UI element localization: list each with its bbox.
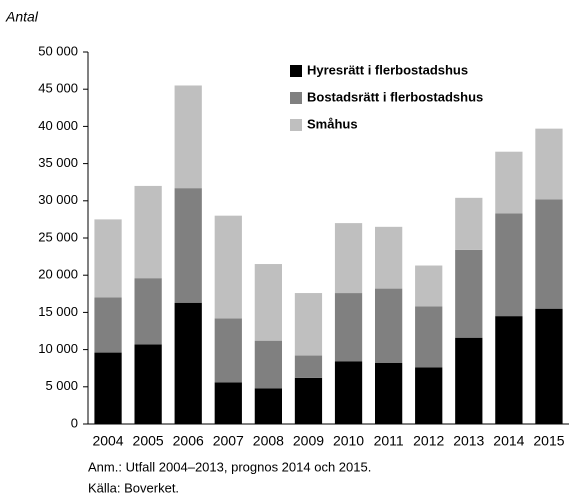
bar-segment [495,151,523,214]
bar-segment [134,185,162,279]
bar-segment [214,215,242,319]
bar-segment [374,362,403,424]
x-tick-label: 2009 [293,433,324,449]
bar-segment [334,223,363,294]
x-tick-label: 2005 [133,433,164,449]
note: Anm.: Utfall 2004–2013, prognos 2014 och… [88,459,371,474]
legend-swatch [290,119,302,131]
bar-segment [94,352,122,424]
x-tick-label: 2015 [533,433,564,449]
x-tick-label: 2012 [413,433,444,449]
y-tick-label: 40 000 [38,118,78,133]
bar-segment [254,388,283,424]
y-tick-label: 50 000 [38,43,78,58]
bar-segment [254,340,283,389]
y-axis-label: Antal [5,9,39,25]
bar-segment [495,316,523,424]
x-tick-label: 2008 [253,433,284,449]
bar-segment [214,318,242,383]
bar-segment [455,197,483,250]
note: Källa: Boverket. [88,480,179,495]
legend-swatch [290,92,302,104]
y-tick-label: 15 000 [38,304,78,319]
bar-segment [415,306,443,368]
y-tick-label: 20 000 [38,267,78,282]
x-tick-label: 2013 [453,433,484,449]
bar-segment [294,293,323,356]
legend-label: Hyresrätt i flerbostadshus [307,62,468,77]
bar-segment [374,288,403,363]
bar-segment [374,226,403,289]
bar-segment [134,344,162,424]
bar-segment [535,199,563,309]
bar-segment [334,293,363,362]
legend: Hyresrätt i flerbostadshus Bostadsrätt i … [290,62,483,131]
x-tick-label: 2010 [333,433,364,449]
bar-segment [294,377,323,424]
x-tick-label: 2006 [173,433,204,449]
y-tick-label: 5 000 [45,378,78,393]
legend-label: Bostadsrätt i flerbostadshus [307,89,483,104]
bar-segment [334,361,363,424]
bar-segment [535,308,563,424]
y-tick-label: 0 [71,415,78,430]
bar-segment [174,188,202,303]
bar-segment [294,355,323,378]
y-tick-label: 10 000 [38,341,78,356]
bar-segment [455,337,483,424]
y-tick-label: 45 000 [38,81,78,96]
legend-swatch [290,65,302,77]
x-tick-label: 2007 [213,433,244,449]
bar-segment [94,297,122,353]
bar-segment [94,219,122,298]
bar-segment [134,278,162,345]
bar-segment [174,85,202,189]
y-tick-label: 25 000 [38,229,78,244]
bar-segment [214,382,242,424]
x-tick-label: 2004 [92,433,123,449]
bar-segment [495,213,523,317]
x-tick-label: 2014 [493,433,524,449]
y-tick-label: 30 000 [38,192,78,207]
bar-segment [535,128,563,200]
x-tick-label: 2011 [374,433,404,449]
bar-segment [415,265,443,307]
bar-segment [455,249,483,338]
bar-segment [254,264,283,341]
bar-segment [174,302,202,424]
y-tick-label: 35 000 [38,155,78,170]
legend-label: Småhus [307,116,358,131]
bar-segment [415,367,443,424]
